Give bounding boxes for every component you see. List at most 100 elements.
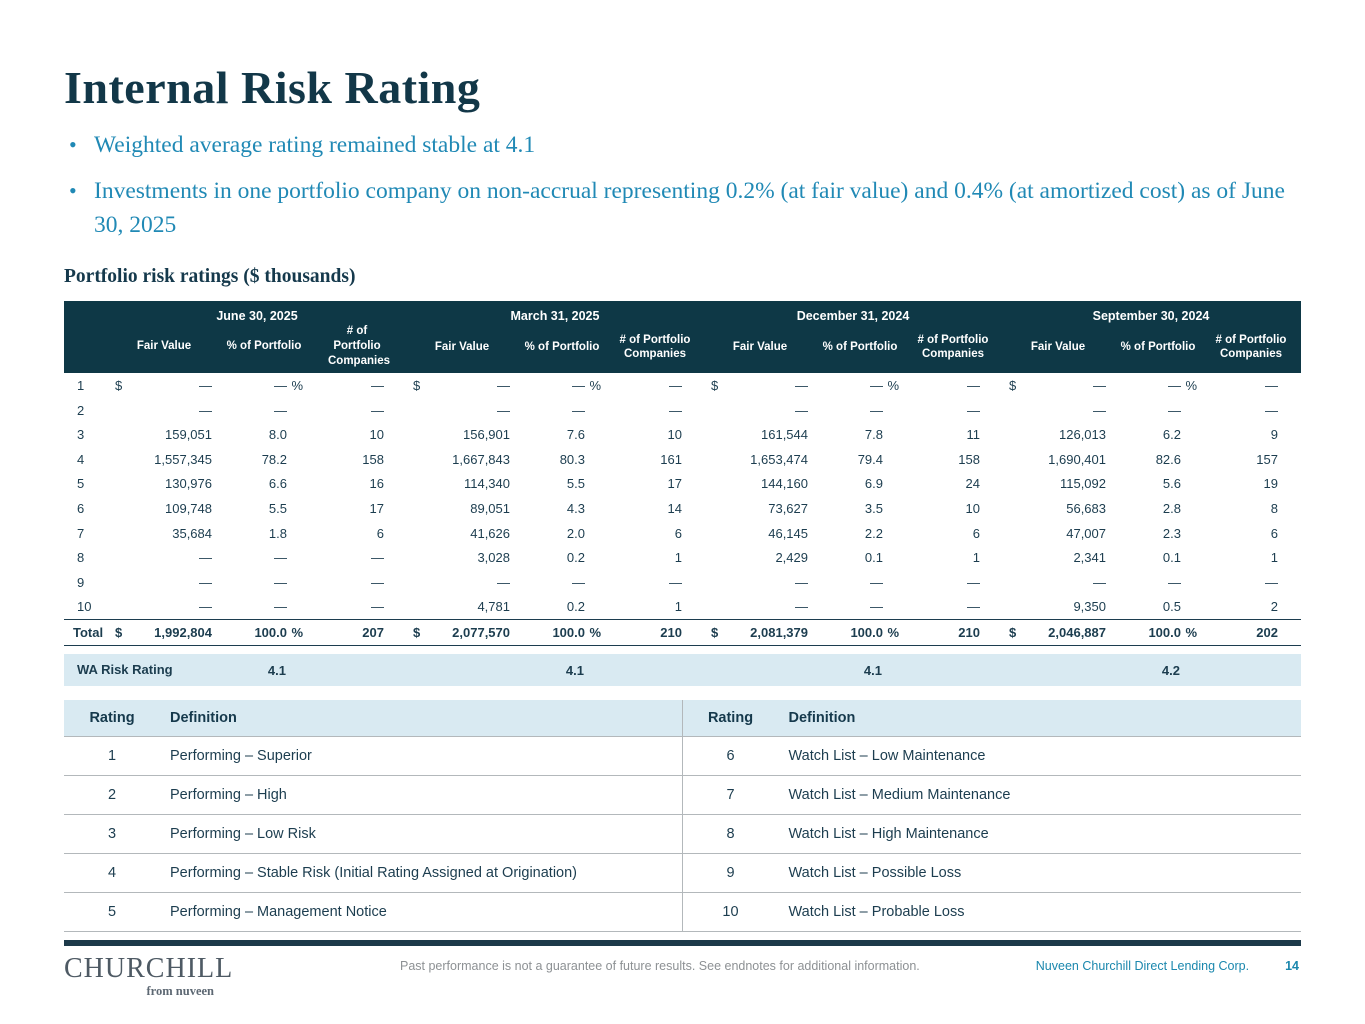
currency-symbol (115, 550, 127, 565)
column-header-num-companies: # of Portfolio Companies (917, 333, 989, 361)
column-group-date: March 31, 2025 (510, 309, 600, 324)
rating-number: 1 (107, 748, 117, 765)
pct-of-portfolio-cell: 8.0 (220, 427, 308, 442)
footer: CHURCHILL from nuveen Past performance i… (64, 953, 1301, 999)
column-header-pct-portfolio: % of Portfolio (1120, 340, 1196, 353)
fair-value: 1,557,345 (154, 451, 212, 467)
pct-of-portfolio-cell: 80.3 (518, 452, 606, 467)
currency-symbol (115, 599, 127, 614)
ratings-table-body: 1 $ — —% — $ — —% — $ — —% — $ — —% —2— — — — — — — — — — — —3 159,0… (64, 373, 1301, 647)
percent-symbol (1181, 526, 1197, 541)
percent-symbol (883, 427, 899, 442)
fair-value-cell: 1,557,345 (108, 452, 220, 467)
pct-value: — (1168, 378, 1181, 394)
percent-symbol (1181, 599, 1197, 614)
currency-symbol (413, 452, 425, 467)
logo-tagline: from nuveen (146, 984, 214, 999)
percent-symbol (287, 526, 303, 541)
fair-value: — (199, 378, 212, 394)
percent-symbol (287, 452, 303, 467)
currency-symbol (1009, 501, 1021, 516)
num-companies-cell: — (967, 378, 980, 394)
currency-symbol: $ (115, 378, 123, 394)
fair-value: — (795, 402, 808, 418)
pct-value: — (572, 378, 585, 394)
column-group-date: June 30, 2025 (216, 309, 298, 324)
pct-value: 3.5 (864, 501, 883, 517)
currency-symbol (115, 452, 127, 467)
fair-value: — (199, 402, 212, 418)
column-header-pct-portfolio: % of Portfolio (226, 339, 302, 352)
pct-value: 7.6 (566, 427, 585, 443)
footer-divider-bar (64, 940, 1301, 947)
num-companies-cell: 6 (1270, 525, 1278, 541)
fair-value: 41,626 (470, 525, 510, 541)
rating-number: 2 (107, 787, 117, 804)
fair-value-cell: 156,901 (406, 427, 518, 442)
pct-value: — (274, 402, 287, 418)
fair-value: — (497, 574, 510, 590)
rating-column-header: Rating (707, 710, 754, 727)
rating-definition: Performing – Superior (170, 748, 312, 765)
header-group-december-2024: December 31, 2024 Fair Value % of Portfo… (704, 301, 1002, 373)
num-companies-cell: 8 (1270, 501, 1278, 517)
num-companies-cell: — (967, 574, 980, 590)
fair-value-cell: 1,690,401 (1002, 452, 1114, 467)
currency-symbol: $ (711, 378, 719, 394)
pct-value: — (274, 550, 287, 566)
currency-symbol (711, 526, 723, 541)
fair-value: 89,051 (470, 501, 510, 517)
rating-definition: Watch List – Possible Loss (788, 865, 962, 882)
num-companies-cell: 17 (369, 501, 384, 517)
pct-of-portfolio-cell: 79.4 (816, 452, 904, 467)
wa-value: 4.2 (1161, 662, 1180, 678)
pct-value: 79.4 (857, 451, 883, 467)
fair-value-cell: 2,429 (704, 550, 816, 565)
currency-symbol (413, 501, 425, 516)
fair-value-cell: 3,028 (406, 550, 518, 565)
fair-value-cell: $ — (108, 378, 220, 393)
currency-symbol (413, 526, 425, 541)
column-header-pct-portfolio: % of Portfolio (524, 340, 600, 353)
fair-value: — (1093, 574, 1106, 590)
pct-value: 0.1 (1162, 550, 1181, 566)
pct-value: 0.5 (1162, 599, 1181, 615)
fair-value: 47,007 (1066, 525, 1106, 541)
pct-of-portfolio-cell: 2.8 (1114, 501, 1202, 516)
num-companies-cell: — (1265, 574, 1278, 590)
pct-value: 82.6 (1155, 451, 1181, 467)
percent-symbol (883, 403, 899, 418)
percent-symbol: % (1185, 625, 1197, 641)
currency-symbol: $ (413, 378, 421, 394)
percent-symbol: % (589, 378, 601, 394)
fair-value: 2,429 (775, 550, 808, 566)
rating-definition: Performing – Management Notice (170, 904, 387, 921)
num-companies-cell: 1 (674, 550, 682, 566)
bullet-text: Weighted average rating remained stable … (94, 132, 536, 159)
currency-symbol (711, 403, 723, 418)
rating-definition: Performing – High (170, 787, 287, 804)
pct-of-portfolio-cell: 6.2 (1114, 427, 1202, 442)
percent-symbol (883, 452, 899, 467)
percent-symbol (883, 599, 899, 614)
percent-symbol: % (1185, 378, 1197, 394)
pct-value: 100.0 (254, 625, 287, 641)
currency-symbol (1009, 550, 1021, 565)
row-label: 7 (77, 525, 85, 541)
fair-value-cell: 126,013 (1002, 427, 1114, 442)
num-companies-cell: — (371, 550, 384, 566)
fair-value: — (1093, 378, 1106, 394)
fair-value-cell: 144,160 (704, 476, 816, 491)
currency-symbol (1009, 403, 1021, 418)
rating-number: 8 (726, 826, 735, 843)
fair-value: — (795, 574, 808, 590)
num-companies-cell: 207 (362, 625, 384, 641)
pct-of-portfolio-cell: 6.6 (220, 476, 308, 491)
definition-row: 2 Performing – High (64, 776, 682, 816)
currency-symbol (711, 599, 723, 614)
percent-symbol (287, 575, 303, 590)
num-companies-cell: 16 (369, 476, 384, 492)
column-header-num-companies: # of Portfolio Companies (328, 325, 390, 367)
bullet-text: Investments in one portfolio company on … (94, 178, 1285, 239)
table-row: 10 — — — 4,781 0.2 1 — — — 9,350 0.5 2 (64, 595, 1301, 620)
